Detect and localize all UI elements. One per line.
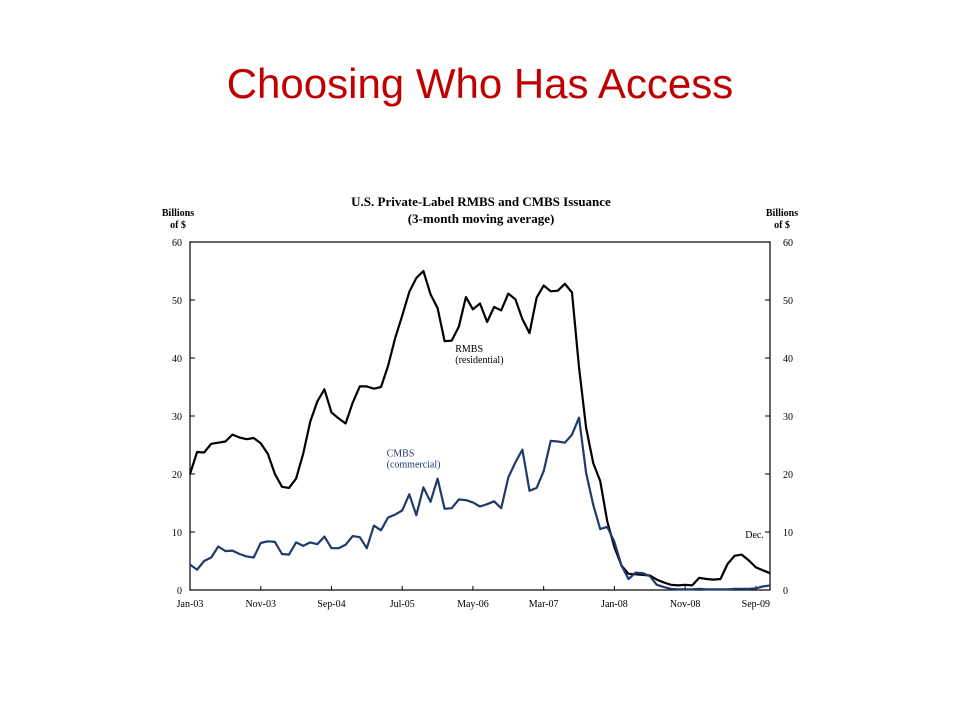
axis-layer: 0 0 10 10 20 20 30 30 40 40 50 50 60 60 Jan-03 Nov-03 Se… xyxy=(172,238,793,610)
xtick-label: Jan-03 xyxy=(177,599,204,610)
chart-title: U.S. Private-Label RMBS and CMBS Issuanc… xyxy=(351,194,611,209)
xtick-label: Mar-07 xyxy=(529,599,559,610)
series-layer xyxy=(188,269,771,591)
xtick-label: Jan-08 xyxy=(601,599,628,610)
right-ytick-label: 40 xyxy=(783,354,793,365)
slide-title: Choosing Who Has Access xyxy=(226,60,734,107)
right-ytick-label: 60 xyxy=(783,238,793,249)
right-axis-unit-line-2: of $ xyxy=(774,220,790,231)
left-ytick-label: 20 xyxy=(172,470,182,481)
right-ytick-label: 50 xyxy=(783,296,793,307)
left-ytick-label: 0 xyxy=(177,586,182,597)
right-axis-unit-line-1: Billions xyxy=(766,208,798,219)
series-line-rmbs xyxy=(188,269,771,587)
right-ytick-label: 20 xyxy=(783,470,793,481)
left-ytick-label: 10 xyxy=(172,528,182,539)
right-ytick-label: 30 xyxy=(783,412,793,423)
annotation-label: CMBS xyxy=(387,449,415,460)
xtick-label: Nov-03 xyxy=(245,599,276,610)
plot-frame xyxy=(189,241,771,591)
chart-subtitle: (3-month moving average) xyxy=(408,211,555,226)
left-axis-unit-line-2: of $ xyxy=(170,220,186,231)
annotation-sublabel: (commercial) xyxy=(387,460,441,471)
annotation-label: RMBS xyxy=(455,344,483,355)
annotation-sublabel: (residential) xyxy=(455,355,503,366)
xtick-label: Sep-09 xyxy=(742,599,770,610)
left-ytick-label: 60 xyxy=(172,238,182,249)
left-ytick-label: 30 xyxy=(172,412,182,423)
xtick-label: May-06 xyxy=(457,599,489,610)
left-axis-unit-line-1: Billions xyxy=(162,208,194,219)
right-ytick-label: 10 xyxy=(783,528,793,539)
xtick-label: Nov-08 xyxy=(670,599,701,610)
right-ytick-label: 0 xyxy=(783,586,788,597)
annotation-layer: RMBS(residential) CMBS(commercial) Dec. xyxy=(387,344,764,541)
left-ytick-label: 50 xyxy=(172,296,182,307)
xtick-label: Jul-05 xyxy=(390,599,415,610)
annotation-label: Dec. xyxy=(745,530,764,541)
xtick-label: Sep-04 xyxy=(317,599,345,610)
series-line-cmbs xyxy=(189,416,771,591)
left-ytick-label: 40 xyxy=(172,354,182,365)
